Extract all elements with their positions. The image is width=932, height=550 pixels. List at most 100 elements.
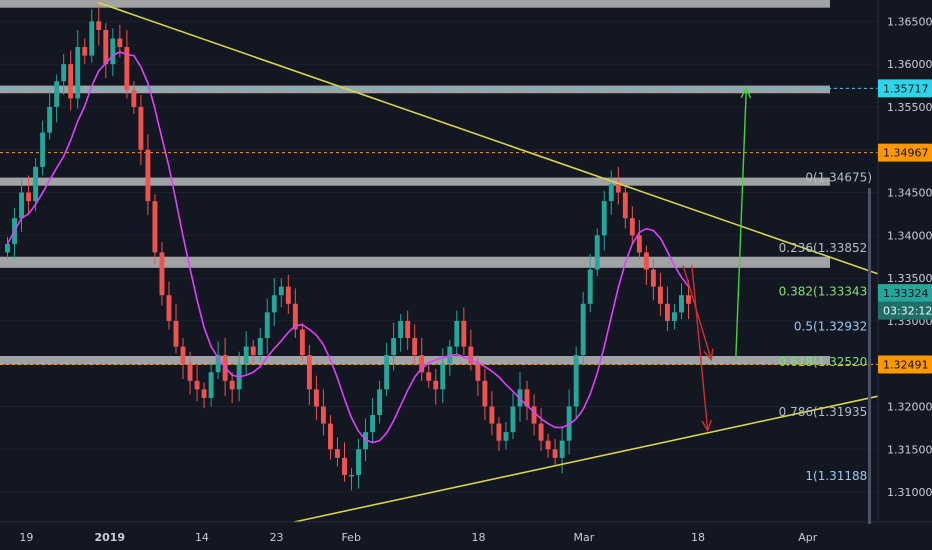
projection-arrow-head: [701, 419, 713, 433]
price-tag-label: 03:32:12: [883, 305, 932, 318]
projection-arrow-shaft: [682, 265, 712, 360]
candle-body: [306, 355, 312, 390]
candle-body: [194, 380, 200, 390]
candle-body: [391, 338, 397, 356]
trendline: [98, 1, 879, 275]
fib-level-label: 0.5(1.32932): [794, 320, 872, 334]
projection-arrow-head: [703, 348, 714, 361]
candle-body: [559, 440, 565, 458]
fib-level-label: 1(1.31188): [805, 469, 872, 483]
candle-body: [587, 269, 593, 304]
candle-body: [405, 320, 411, 339]
right-edge-indicator: [868, 188, 871, 524]
candle-body: [243, 346, 249, 364]
price-axis-tick: 1.33500: [887, 272, 932, 285]
candle-body: [524, 389, 530, 407]
price-tag-label: 1.34967: [883, 147, 929, 160]
candle-body: [510, 406, 516, 433]
candle-body: [419, 355, 425, 373]
candle-body: [131, 89, 137, 107]
candle-body: [426, 372, 432, 381]
price-axis-tick: 1.34500: [887, 187, 932, 200]
candle-body: [138, 106, 144, 150]
time-axis-label: 23: [270, 531, 284, 544]
candle-body: [61, 64, 67, 82]
candle-body: [356, 449, 361, 475]
price-tag[interactable]: [878, 284, 932, 303]
candle-body: [664, 303, 670, 321]
price-axis-tick: 1.31000: [887, 486, 932, 499]
candle-body: [68, 64, 74, 99]
time-axis-label: 2019: [94, 531, 125, 544]
time-axis-label: Feb: [341, 531, 360, 544]
candle-body: [257, 338, 263, 356]
time-axis-label: 18: [691, 531, 705, 544]
candle-body: [398, 320, 404, 339]
candle-body: [180, 346, 186, 364]
candle-body: [215, 355, 221, 373]
candle-body: [152, 201, 158, 253]
price-tag[interactable]: [878, 143, 932, 162]
candle-body: [33, 166, 39, 202]
candle-body: [370, 415, 376, 433]
candle-body: [496, 423, 502, 441]
candle-body: [482, 380, 488, 407]
candle-body: [264, 312, 270, 339]
candle-body: [40, 132, 46, 167]
candle-body: [166, 295, 172, 321]
price-axis-tick: 1.34000: [887, 229, 932, 242]
candle-body: [363, 432, 369, 450]
candle-body: [447, 346, 453, 364]
candle-body: [636, 235, 642, 253]
fib-level-label: 0.382(1.33343): [779, 285, 872, 299]
candle-body: [75, 47, 81, 99]
price-axis-tick: 1.35500: [887, 101, 932, 114]
candle-body: [412, 338, 418, 356]
candle-body: [89, 21, 95, 56]
candle-body: [54, 81, 60, 107]
candle-body: [327, 423, 333, 450]
price-tag[interactable]: [878, 79, 932, 98]
candle-body: [531, 406, 537, 424]
candle-body: [454, 320, 460, 347]
candle-body: [503, 432, 509, 441]
candle-body: [313, 389, 319, 407]
candle-body: [342, 457, 347, 475]
sr-zone: [0, 256, 830, 268]
projection-arrow-shaft: [691, 265, 709, 431]
fib-level-label: 0.786(1.31935): [779, 405, 872, 419]
candle-body: [320, 406, 326, 424]
candle-body: [229, 380, 235, 390]
candle-body: [377, 389, 383, 416]
price-tag[interactable]: [878, 355, 932, 374]
candle-body: [26, 192, 32, 202]
projection-arrow-shaft: [735, 88, 747, 360]
price-axis-tick: 1.31500: [887, 443, 932, 456]
candle-body: [201, 389, 207, 398]
fib-level-label: 0.236(1.33852): [779, 241, 872, 255]
candle-body: [468, 346, 474, 364]
sr-zone: [0, 177, 830, 186]
candle-body: [552, 449, 558, 458]
candle-body: [679, 295, 684, 313]
candle-body: [615, 183, 621, 193]
candle-body: [601, 201, 607, 236]
time-axis-label: 18: [472, 531, 486, 544]
price-tag[interactable]: [878, 301, 932, 320]
candle-body: [47, 106, 53, 133]
projection-arrow-head: [740, 86, 752, 99]
candle-body: [643, 252, 649, 270]
candle-body: [299, 329, 305, 356]
price-tag-label: 1.32491: [883, 358, 929, 371]
price-tag-label: 1.35717: [883, 82, 929, 95]
candle-body: [440, 363, 446, 390]
time-axis-label: 14: [195, 531, 209, 544]
candle-body: [285, 286, 291, 304]
candle-body: [124, 47, 130, 90]
candle-body: [580, 303, 586, 356]
candle-body: [671, 312, 677, 321]
candle-body: [278, 286, 284, 296]
price-tag-label: 1.33324: [883, 287, 929, 300]
